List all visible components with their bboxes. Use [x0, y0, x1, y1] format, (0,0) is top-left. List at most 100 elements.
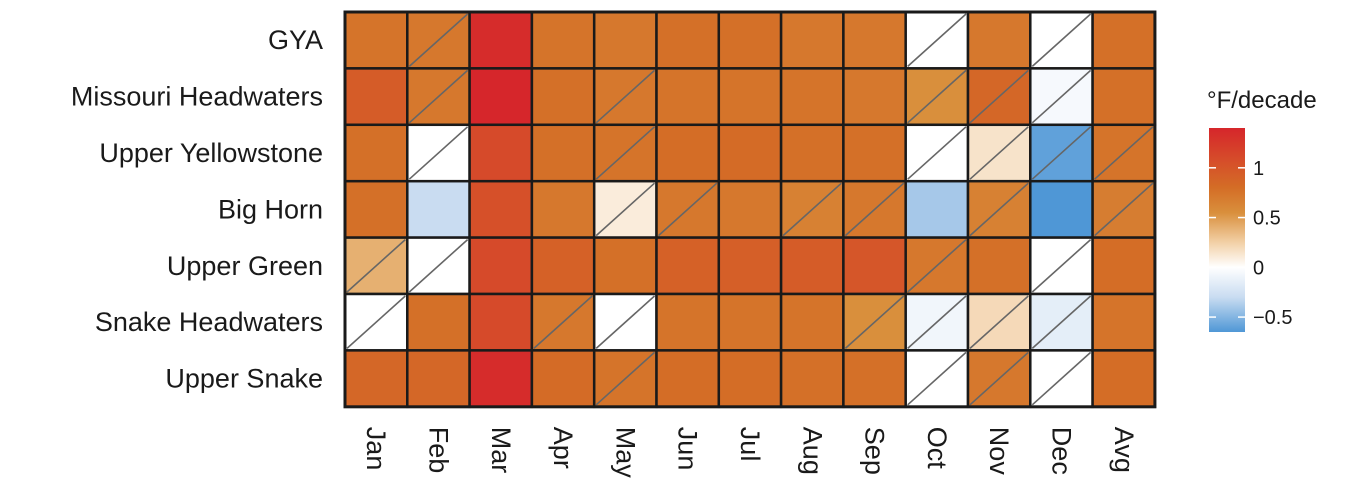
not-significant-hatch [844, 182, 905, 237]
not-significant-hatch [907, 295, 967, 349]
not-significant-hatch [1094, 126, 1154, 180]
heatmap-cell [468, 349, 534, 409]
heatmap-cell [1091, 236, 1157, 296]
column-label: Mar [486, 427, 516, 474]
row-label: Big Horn [218, 194, 323, 224]
not-significant-hatch [969, 182, 1029, 237]
heatmap-cell [530, 349, 596, 409]
heatmap-cell [1091, 349, 1157, 409]
heatmap-cell [717, 67, 783, 127]
heatmap-cell [343, 179, 409, 239]
heatmap-cell [779, 10, 845, 70]
heatmap-cell [1091, 10, 1157, 70]
heatmap-cell [655, 349, 721, 409]
heatmap-cell [779, 123, 845, 183]
heatmap-cell [592, 10, 658, 70]
row-label: Missouri Headwaters [71, 82, 323, 112]
heatmap-cell [343, 67, 409, 127]
column-label: Sep [860, 427, 890, 475]
legend-tick-label: 1 [1253, 158, 1264, 180]
not-significant-hatch [595, 351, 656, 406]
heatmap-cell [655, 292, 721, 352]
heatmap-cell [966, 236, 1032, 296]
not-significant-hatch [595, 295, 656, 349]
not-significant-hatch [1031, 126, 1092, 180]
not-significant-hatch [408, 13, 469, 67]
not-significant-hatch [844, 295, 905, 349]
heatmap-cell [468, 179, 534, 239]
not-significant-hatch [969, 126, 1029, 180]
not-significant-hatch [907, 69, 967, 124]
not-significant-hatch [1031, 295, 1092, 349]
not-significant-hatch [907, 13, 967, 67]
column-label: May [610, 427, 640, 479]
column-label: Jun [673, 427, 703, 471]
heatmap-cell [842, 123, 907, 183]
not-significant-hatch [408, 69, 469, 124]
not-significant-hatch [533, 295, 593, 349]
heatmap-cell [717, 292, 783, 352]
not-significant-hatch [408, 239, 469, 293]
row-label: Upper Yellowstone [99, 138, 323, 168]
not-significant-hatch [346, 295, 406, 349]
heatmap-cells [343, 10, 1157, 409]
heatmap-cell [468, 292, 534, 352]
heatmap-cell [530, 67, 596, 127]
column-label: Dec [1046, 427, 1076, 475]
heatmap-cell [655, 236, 721, 296]
heatmap-cell [842, 349, 907, 409]
column-label: Nov [984, 427, 1014, 476]
not-significant-hatch [1031, 239, 1092, 293]
column-label: Aug [797, 427, 827, 475]
heatmap-cell [655, 67, 721, 127]
heatmap-cell [966, 10, 1032, 70]
not-significant-hatch [346, 239, 406, 293]
column-label: Apr [548, 427, 578, 469]
heatmap-cell [530, 179, 596, 239]
heatmap-cell [717, 10, 783, 70]
heatmap-cell [343, 349, 409, 409]
heatmap-cell [468, 10, 534, 70]
not-significant-hatch [969, 351, 1029, 406]
heatmap-cell [842, 10, 907, 70]
not-significant-hatch [907, 126, 967, 180]
legend-tick-label: 0 [1253, 257, 1264, 279]
not-significant-hatch [408, 126, 469, 180]
legend-tick-label: 0.5 [1253, 208, 1281, 230]
heatmap-cell [468, 67, 534, 127]
heatmap-cell [1091, 67, 1157, 127]
heatmap-cell [904, 179, 970, 239]
column-label: Avg [1109, 427, 1139, 473]
not-significant-hatch [657, 182, 718, 237]
heatmap-cell [468, 123, 534, 183]
heatmap-cell [779, 236, 845, 296]
row-labels: GYA Missouri Headwaters Upper Yellowstone B… [71, 25, 323, 393]
not-significant-hatch [1031, 351, 1092, 406]
heatmap-cell [717, 236, 783, 296]
heatmap-cell [530, 10, 596, 70]
heatmap-cell [530, 236, 596, 296]
legend-title: °F/decade [1207, 87, 1317, 114]
heatmap-cell [655, 123, 721, 183]
row-label: Upper Snake [165, 364, 323, 394]
heatmap-cell [592, 236, 658, 296]
not-significant-hatch [907, 351, 967, 406]
row-label: Snake Headwaters [95, 307, 323, 337]
not-significant-hatch [969, 295, 1029, 349]
not-significant-hatch [595, 182, 656, 237]
not-significant-hatch [907, 239, 967, 293]
row-label: GYA [268, 25, 323, 55]
not-significant-hatch [969, 69, 1029, 124]
heatmap-cell [530, 123, 596, 183]
heatmap-cell [779, 349, 845, 409]
legend-colorbar [1209, 128, 1245, 332]
heatmap-cell [842, 236, 907, 296]
heatmap-cell [842, 67, 907, 127]
legend-ticks: 1 0.5 0 −0.5 [1209, 158, 1292, 329]
heatmap-cell [343, 10, 409, 70]
heatmap-cell [406, 292, 471, 352]
not-significant-hatch [595, 126, 656, 180]
heatmap-cell [779, 292, 845, 352]
heatmap-cell [406, 349, 471, 409]
